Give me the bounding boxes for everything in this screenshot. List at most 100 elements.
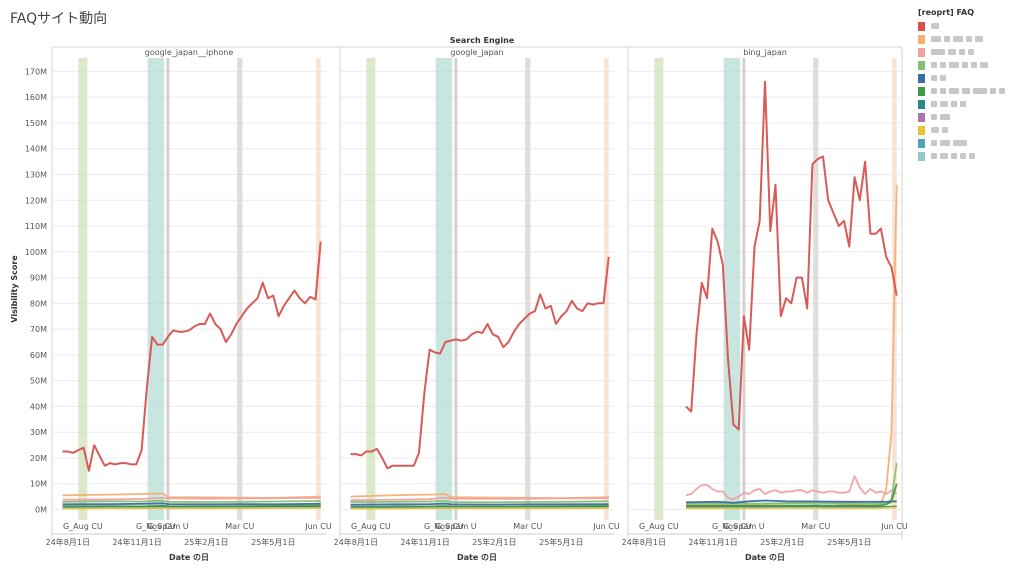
panel-title: google_japan__iphone xyxy=(145,48,234,57)
series-line xyxy=(62,502,321,506)
redacted-block xyxy=(959,48,965,55)
annotation-band xyxy=(166,58,170,520)
x-tick-label: 24年11月1日 xyxy=(112,537,161,547)
redacted-block xyxy=(990,87,996,94)
redacted-block xyxy=(971,61,977,68)
annotation-label: Mar CU xyxy=(225,522,254,531)
redacted-block xyxy=(931,152,937,159)
redacted-block xyxy=(931,87,937,94)
page-title: FAQサイト動向 xyxy=(10,11,108,27)
legend-item[interactable] xyxy=(918,72,1022,85)
redacted-block xyxy=(942,126,948,133)
annotation-band xyxy=(454,58,458,520)
legend-label-redacted xyxy=(931,126,951,135)
legend-item[interactable] xyxy=(918,59,1022,72)
annotation-band xyxy=(435,58,453,520)
legend-item[interactable] xyxy=(918,137,1022,150)
series-line xyxy=(685,483,898,507)
redacted-block xyxy=(962,61,968,68)
y-tick-label: 130M xyxy=(25,170,47,179)
y-tick-label: 100M xyxy=(25,248,47,257)
redacted-block xyxy=(931,139,937,146)
redacted-block xyxy=(940,61,946,68)
legend-label-redacted xyxy=(931,22,942,31)
series-line xyxy=(62,241,322,472)
redacted-block xyxy=(980,61,988,68)
x-tick-label: 25年5月1日 xyxy=(251,537,295,547)
annotation-label: G_Nov CU xyxy=(712,522,752,531)
legend-items xyxy=(918,20,1022,163)
series-line xyxy=(686,506,897,510)
annotation-label: Jun CU xyxy=(592,522,620,531)
series-line xyxy=(350,507,609,510)
legend-swatch xyxy=(918,22,925,31)
series-line xyxy=(685,505,897,509)
legend-swatch xyxy=(918,113,925,122)
annotation-band xyxy=(813,58,819,520)
annotation-band xyxy=(742,58,746,520)
legend-label-redacted xyxy=(931,139,970,148)
series-line xyxy=(62,499,321,503)
series-line xyxy=(62,507,321,510)
legend-item[interactable] xyxy=(918,98,1022,111)
annotation-label: G_Nov CU xyxy=(136,522,176,531)
redacted-block xyxy=(940,100,948,107)
annotation-band xyxy=(316,58,321,520)
legend-label-redacted xyxy=(931,35,986,44)
series-line xyxy=(350,502,609,506)
series-line xyxy=(685,80,898,431)
redacted-block xyxy=(953,139,967,146)
legend-item[interactable] xyxy=(918,20,1022,33)
x-tick-label: 24年11月1日 xyxy=(688,537,737,547)
x-tick-label: 24年8月1日 xyxy=(622,537,666,547)
y-tick-label: 110M xyxy=(25,222,47,231)
redacted-block xyxy=(931,35,941,42)
x-tick-label: 24年8月1日 xyxy=(46,537,90,547)
annotation-band xyxy=(78,58,88,520)
x-tick-label: 25年2月1日 xyxy=(760,537,804,547)
annotation-label: G_Aug CU xyxy=(351,522,391,531)
redacted-block xyxy=(949,87,959,94)
annotation-label: Jun CU xyxy=(880,522,908,531)
redacted-block xyxy=(940,87,946,94)
redacted-block xyxy=(960,100,966,107)
redacted-block xyxy=(969,152,975,159)
redacted-block xyxy=(940,74,946,81)
annotation-label: G_Spam U xyxy=(147,522,189,531)
annotation-label: Mar CU xyxy=(801,522,830,531)
y-tick-label: 150M xyxy=(25,119,47,128)
redacted-block xyxy=(975,35,983,42)
x-tick-label: 25年2月1日 xyxy=(184,537,228,547)
y-tick-label: 120M xyxy=(25,196,47,205)
legend-item[interactable] xyxy=(918,46,1022,59)
series-line xyxy=(62,492,321,499)
legend-item[interactable] xyxy=(918,33,1022,46)
legend-swatch xyxy=(918,48,925,57)
legend-item[interactable] xyxy=(918,150,1022,163)
legend-label-redacted xyxy=(931,100,969,109)
panel-title: google_japan xyxy=(450,48,503,57)
y-tick-label: 170M xyxy=(25,67,47,76)
legend-item[interactable] xyxy=(918,124,1022,137)
legend-item[interactable] xyxy=(918,111,1022,124)
legend-swatch xyxy=(918,74,925,83)
series-line xyxy=(350,256,610,470)
redacted-block xyxy=(960,152,966,159)
redacted-block xyxy=(949,61,959,68)
redacted-block xyxy=(931,74,937,81)
y-tick-label: 40M xyxy=(30,402,47,411)
annotation-label: G_Spam U xyxy=(723,522,765,531)
annotation-label: G_Aug CU xyxy=(63,522,103,531)
x-tick-label: 25年5月1日 xyxy=(827,537,871,547)
y-tick-label: 50M xyxy=(30,377,47,386)
legend-item[interactable] xyxy=(918,85,1022,98)
legend-label-redacted xyxy=(931,48,977,57)
y-tick-label: 0M xyxy=(35,506,47,515)
annotation-label: Jun CU xyxy=(304,522,332,531)
x-axis-title: Date の日 xyxy=(745,553,785,562)
legend-label-redacted xyxy=(931,74,949,83)
series-line xyxy=(62,496,321,501)
y-tick-label: 80M xyxy=(30,299,47,308)
annotation-label: G_Nov CU xyxy=(424,522,464,531)
redacted-block xyxy=(999,87,1005,94)
